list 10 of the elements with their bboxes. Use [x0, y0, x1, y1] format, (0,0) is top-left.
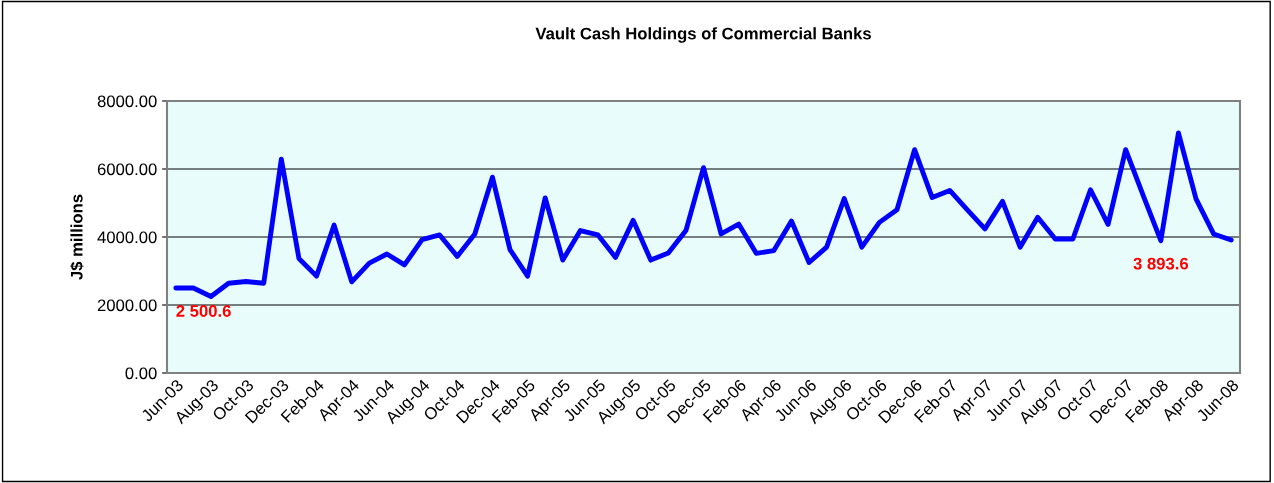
data-label: 2 500.6 — [176, 305, 231, 317]
line-series — [173, 130, 1234, 299]
y-tick-label: 0.00 — [125, 367, 157, 380]
y-tick-label: 4000.00 — [97, 231, 157, 244]
y-axis-title: J$ millions — [70, 194, 84, 280]
y-tick-label: 6000.00 — [97, 163, 157, 176]
y-tick-label: 2000.00 — [97, 299, 157, 312]
chart-title: Vault Cash Holdings of Commercial Banks — [535, 27, 871, 43]
y-tick-label: 8000.00 — [97, 95, 157, 108]
data-label: 3 893.6 — [1133, 257, 1189, 270]
